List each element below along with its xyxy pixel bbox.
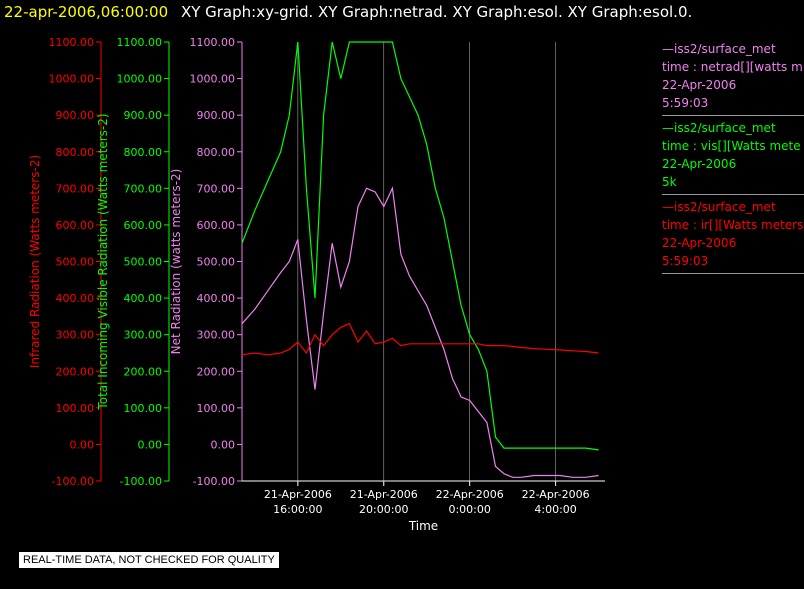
y-tick-label: 1000.00: [190, 73, 236, 86]
legend: —iss2/surface_met time : netrad[][watts …: [662, 40, 804, 277]
legend-entry-vis: —iss2/surface_met time : vis[][Watts met…: [662, 119, 804, 195]
y-tick-label: 100.00: [124, 402, 163, 415]
y-axis-label: Total Incoming Visible Radiation (Watts …: [96, 113, 110, 410]
y-tick-label: 200.00: [56, 365, 95, 378]
x-tick-label: 4:00:00: [534, 503, 576, 516]
y-tick-label: 1000.00: [117, 73, 163, 86]
y-tick-label: 200.00: [197, 365, 236, 378]
legend-date: 22-Apr-2006: [662, 78, 737, 92]
x-tick-label: 21-Apr-2006: [264, 488, 332, 501]
legend-source: —iss2/surface_met: [662, 42, 776, 56]
y-axis-label: Net Radiation (watts meters-2): [169, 169, 183, 355]
y-tick-label: 600.00: [124, 219, 163, 232]
y-tick-label: 300.00: [197, 329, 236, 342]
legend-source: —iss2/surface_met: [662, 121, 776, 135]
x-tick-label: 0:00:00: [448, 503, 490, 516]
graph-list: XY Graph:xy-grid. XY Graph:netrad. XY Gr…: [180, 3, 693, 21]
y-tick-label: 800.00: [56, 146, 95, 159]
x-tick-label: 20:00:00: [359, 503, 408, 516]
y-tick-label: 700.00: [56, 182, 95, 195]
timestamp: 22-apr-2006,06:00:00: [4, 3, 169, 21]
y-tick-label: 700.00: [124, 182, 163, 195]
series-line-netrad: [241, 186, 599, 478]
y-tick-label: -100.00: [52, 475, 94, 488]
legend-entry-ir: —iss2/surface_met time : ir[][Watts mete…: [662, 198, 804, 274]
y-tick-label: 100.00: [56, 402, 95, 415]
legend-source: —iss2/surface_met: [662, 200, 776, 214]
y-tick-label: 500.00: [197, 256, 236, 269]
y-tick-label: 700.00: [197, 182, 236, 195]
y-tick-label: 300.00: [124, 329, 163, 342]
legend-time: 5:59:03: [662, 254, 709, 268]
legend-time: 5:59:03: [662, 96, 709, 110]
y-tick-label: 100.00: [197, 402, 236, 415]
series-line-vis: [241, 41, 599, 451]
y-tick-label: 800.00: [124, 146, 163, 159]
y-tick-label: -100.00: [193, 475, 235, 488]
y-tick-label: 1000.00: [49, 73, 95, 86]
y-tick-label: 800.00: [197, 146, 236, 159]
y-tick-label: 400.00: [56, 292, 95, 305]
y-tick-label: 300.00: [56, 329, 95, 342]
legend-date: 22-Apr-2006: [662, 157, 737, 171]
legend-time: 5k: [662, 175, 677, 189]
y-tick-label: 400.00: [124, 292, 163, 305]
y-tick-label: 200.00: [124, 365, 163, 378]
y-tick-label: 500.00: [56, 256, 95, 269]
y-tick-label: 1100.00: [117, 36, 163, 49]
title-bar: 22-apr-2006,06:00:00 XY Graph:xy-grid. X…: [4, 3, 692, 21]
legend-date: 22-Apr-2006: [662, 236, 737, 250]
x-tick-label: 21-Apr-2006: [350, 488, 418, 501]
x-tick-label: 22-Apr-2006: [522, 488, 590, 501]
legend-variable: time : ir[][Watts meters: [662, 218, 804, 232]
y-tick-label: 900.00: [124, 109, 163, 122]
series-line-ir: [241, 322, 599, 356]
y-tick-label: -100.00: [120, 475, 162, 488]
y-tick-label: 400.00: [197, 292, 236, 305]
y-tick-label: 900.00: [56, 109, 95, 122]
x-tick-label: 16:00:00: [273, 503, 322, 516]
x-axis-label: Time: [408, 519, 438, 533]
legend-variable: time : vis[][Watts mete: [662, 139, 801, 153]
y-tick-label: 0.00: [138, 438, 163, 451]
legend-entry-netrad: —iss2/surface_met time : netrad[][watts …: [662, 40, 804, 116]
x-tick-label: 22-Apr-2006: [436, 488, 504, 501]
y-tick-label: 600.00: [56, 219, 95, 232]
legend-variable: time : netrad[][watts m: [662, 60, 803, 74]
quality-notice: REAL-TIME DATA, NOT CHECKED FOR QUALITY: [19, 552, 279, 568]
y-tick-label: 1100.00: [49, 36, 95, 49]
y-axis-label: Infrared Radiation (Watts meters-2): [28, 155, 42, 368]
y-tick-label: 500.00: [124, 256, 163, 269]
y-tick-label: 900.00: [197, 109, 236, 122]
y-tick-label: 1100.00: [190, 36, 236, 49]
y-tick-label: 600.00: [197, 219, 236, 232]
y-tick-label: 0.00: [211, 438, 236, 451]
y-tick-label: 0.00: [70, 438, 95, 451]
